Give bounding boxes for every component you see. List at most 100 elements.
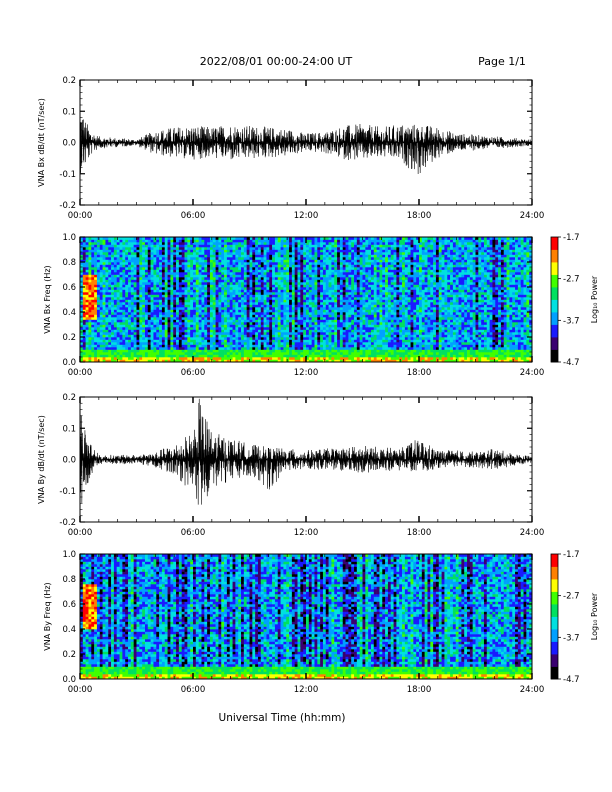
bx-spectrogram-cell xyxy=(320,357,324,360)
bx-spectrogram-cell xyxy=(139,337,143,340)
bx-spectrogram-cell xyxy=(119,329,123,333)
bx-spectrogram-cell xyxy=(252,299,256,303)
bx-spectrogram-cell xyxy=(303,309,307,313)
bx-spectrogram-cell xyxy=(294,272,298,275)
bx-spectrogram-cell xyxy=(159,252,163,255)
bx-spectrogram-cell xyxy=(229,264,233,268)
bx-spectrogram-cell xyxy=(241,287,245,290)
bx-spectrogram-cell xyxy=(181,322,185,325)
bx-spectrogram-cell xyxy=(184,277,188,280)
bx-spectrogram-cell xyxy=(297,327,301,330)
bx-spectrogram-cell xyxy=(198,274,202,278)
bx-spectrogram-cell xyxy=(144,257,149,260)
bx-spectrogram-cell xyxy=(348,302,352,305)
bx-spectrogram-cell xyxy=(128,257,132,260)
bx-spectrogram-cell xyxy=(221,344,225,348)
bx-spectrogram-cell xyxy=(325,267,329,270)
bx-spectrogram-cell xyxy=(348,254,352,258)
bx-spectrogram-cell xyxy=(241,269,245,273)
bx-spectrogram-cell xyxy=(277,299,281,303)
bx-spectrogram-cell xyxy=(204,334,208,338)
bx-spectrogram-cell xyxy=(91,267,95,270)
bx-spectrogram-cell xyxy=(105,267,109,270)
bx-spectrogram-cell xyxy=(235,309,239,313)
bx-spectrogram-cell xyxy=(167,267,171,270)
bx-spectrogram-cell xyxy=(320,282,324,285)
bx-spectrogram-cell xyxy=(269,244,273,248)
bx-spectrogram-cell xyxy=(345,252,349,255)
bx-spectrogram-cell xyxy=(181,317,185,320)
bx-spectrogram-cell xyxy=(105,242,109,245)
bx-spectrogram-cell xyxy=(311,297,315,300)
bx-spectrogram-cell xyxy=(125,262,129,265)
bx-spectrogram-cell xyxy=(113,277,118,280)
bx-spectrogram-cell xyxy=(150,272,154,275)
bx-spectrogram-cell xyxy=(246,344,250,348)
bx-spectrogram-cell xyxy=(144,292,149,295)
bx-spectrogram-cell xyxy=(130,334,134,338)
bx-spectrogram-cell xyxy=(108,287,112,290)
bx-spectrogram-cell xyxy=(283,354,287,358)
bx-spectrogram-cell xyxy=(159,272,163,275)
bx-spectrogram-cell xyxy=(99,334,103,338)
bx-spectrogram-cell xyxy=(133,249,137,253)
bx-spectrogram-cell xyxy=(198,264,202,268)
bx-spectrogram-cell xyxy=(153,274,157,278)
bx-spectrogram-cell xyxy=(322,292,327,295)
bx-spectrogram-cell xyxy=(88,262,92,265)
bx-spectrogram-cell xyxy=(207,284,211,288)
bx-spectrogram-cell xyxy=(147,274,151,278)
bx-spectrogram-cell xyxy=(96,312,101,315)
bx-spectrogram-cell xyxy=(255,257,259,260)
bx-spectrogram-cell xyxy=(144,294,149,298)
bx-spectrogram-cell xyxy=(167,282,171,285)
bx-spectrogram-cell xyxy=(130,257,134,260)
bx-spectrogram-cell xyxy=(226,329,231,333)
bx-spectrogram-cell xyxy=(150,347,154,350)
bx-spectrogram-cell xyxy=(249,279,253,283)
bx-spectrogram-cell xyxy=(139,287,143,290)
bx-spectrogram-cell xyxy=(266,264,270,268)
bx-spectrogram-cell xyxy=(144,304,149,308)
bx-spectrogram-cell xyxy=(232,262,236,265)
bx-spectrogram-cell xyxy=(150,239,154,243)
bx-spectrogram-cell xyxy=(291,284,296,288)
bx-spectrogram-cell xyxy=(173,309,177,313)
bx-spectrogram-cell xyxy=(241,254,245,258)
bx-spectrogram-cell xyxy=(246,329,250,333)
bx-spectrogram-cell xyxy=(232,324,236,328)
bx-spectrogram-cell xyxy=(116,299,120,303)
bx-spectrogram-cell xyxy=(317,239,321,243)
bx-spectrogram-cell xyxy=(215,259,219,263)
bx-spectrogram-cell xyxy=(184,259,188,263)
bx-spectrogram-cell xyxy=(187,319,191,323)
bx-spectrogram-cell xyxy=(311,312,315,315)
bx-spectrogram-cell xyxy=(303,277,307,280)
bx-spectrogram-cell xyxy=(306,339,310,343)
bx-spectrogram-cell xyxy=(147,277,151,280)
bx-spectrogram-cell xyxy=(88,269,92,273)
bx-spectrogram-cell xyxy=(241,327,245,330)
bx-spectrogram-cell xyxy=(229,284,233,288)
bx-spectrogram-cell xyxy=(314,267,318,270)
bx-spectrogram-cell xyxy=(108,254,112,258)
bx-spectrogram-cell xyxy=(280,344,284,348)
bx-spectrogram-cell xyxy=(317,357,321,360)
bx-spectrogram-cell xyxy=(291,247,296,250)
bx-spectrogram-cell xyxy=(105,279,109,283)
bx-spectrogram-cell xyxy=(303,239,307,243)
bx-spectrogram-cell xyxy=(122,359,126,363)
bx-spectrogram-cell xyxy=(345,354,349,358)
bx-spectrogram-cell xyxy=(187,337,191,340)
bx-spectrogram-cell xyxy=(187,292,191,295)
bx-spectrogram-cell xyxy=(342,239,346,243)
bx-spectrogram-cell xyxy=(274,254,279,258)
bx-spectrogram-cell xyxy=(102,317,106,320)
bx-spectrogram-cell xyxy=(300,287,304,290)
bx-spectrogram-cell xyxy=(266,319,270,323)
bx-spectrogram-cell xyxy=(178,327,183,330)
bx-spectrogram-cell xyxy=(113,267,118,270)
bx-spectrogram-cell xyxy=(320,324,324,328)
bx-spectrogram-cell xyxy=(178,267,183,270)
bx-spectrogram-cell xyxy=(193,297,197,300)
